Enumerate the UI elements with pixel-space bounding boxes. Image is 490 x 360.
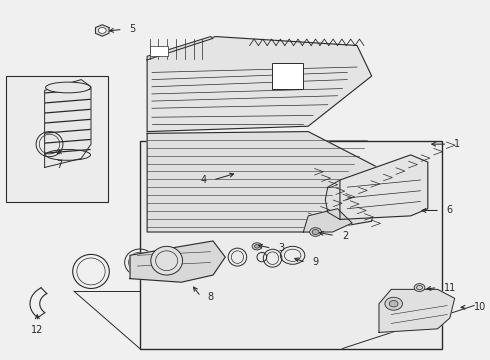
Text: 7: 7 [56, 160, 62, 170]
Polygon shape [147, 132, 381, 232]
Text: 1: 1 [454, 139, 460, 149]
Ellipse shape [151, 246, 182, 275]
Polygon shape [340, 155, 428, 220]
Circle shape [252, 243, 262, 250]
Polygon shape [147, 37, 213, 60]
Circle shape [310, 228, 321, 236]
Circle shape [254, 244, 259, 248]
Polygon shape [45, 80, 91, 167]
Circle shape [414, 284, 425, 292]
Text: 4: 4 [200, 175, 206, 185]
Circle shape [312, 229, 319, 234]
Polygon shape [96, 25, 109, 36]
Polygon shape [130, 241, 225, 282]
Bar [5, 76, 108, 202]
Text: 12: 12 [31, 325, 44, 335]
Polygon shape [303, 209, 352, 232]
Circle shape [389, 301, 398, 307]
Text: 3: 3 [278, 243, 285, 253]
Text: 5: 5 [129, 24, 136, 35]
Text: 9: 9 [313, 257, 318, 267]
Text: 8: 8 [208, 292, 214, 302]
Bar [149, 45, 168, 56]
Text: 2: 2 [342, 231, 348, 240]
Text: 10: 10 [474, 302, 486, 312]
Text: 11: 11 [444, 283, 457, 293]
Text: 6: 6 [447, 206, 453, 216]
Bar [271, 63, 303, 89]
Circle shape [98, 28, 106, 33]
Polygon shape [379, 289, 455, 332]
Bar [140, 140, 442, 348]
Polygon shape [147, 37, 372, 132]
Ellipse shape [46, 82, 91, 93]
Circle shape [385, 297, 402, 310]
